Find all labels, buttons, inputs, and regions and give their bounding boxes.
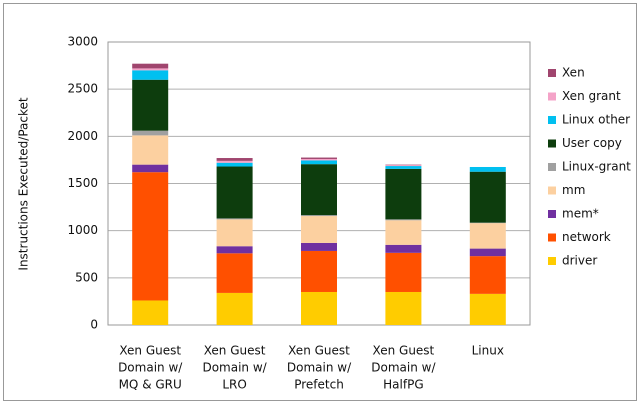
y-tick-label: 0: [90, 318, 98, 332]
bar-segment: [132, 135, 169, 165]
bar-segment: [132, 300, 169, 325]
bar-segment: [469, 171, 506, 223]
bar-segment: [301, 216, 337, 243]
x-tick-label: LRO: [222, 378, 246, 392]
legend-swatch: [548, 139, 556, 148]
x-tick-label: Xen Guest: [373, 344, 435, 358]
x-tick-label: Domain w/: [202, 361, 267, 375]
bar-segment: [132, 70, 169, 80]
bar-segment: [132, 172, 169, 301]
bar-segment: [385, 165, 422, 167]
y-tick-label: 500: [75, 270, 98, 284]
bar-segment: [132, 79, 169, 131]
bar-segment: [216, 219, 253, 247]
bar-segment: [301, 158, 337, 161]
x-tick-label: Domain w/: [287, 361, 352, 375]
legend-label: Xen: [562, 66, 585, 80]
legend-swatch: [548, 257, 556, 265]
x-tick-label: Domain w/: [118, 361, 183, 375]
bar-segment: [469, 166, 506, 172]
legend-label: driver: [562, 254, 597, 268]
bar-segment: [216, 166, 253, 219]
bar-segment: [469, 256, 506, 294]
legend-label: mem*: [562, 207, 599, 221]
bar-segment: [216, 160, 253, 163]
bar-segment: [385, 166, 422, 169]
legend-swatch: [548, 233, 556, 242]
bar-segment: [469, 223, 506, 249]
y-tick-label: 2000: [67, 129, 98, 143]
y-tick-label: 1500: [67, 176, 98, 190]
bar-segment: [385, 291, 422, 325]
bar-segment: [385, 244, 422, 253]
x-tick-label: Xen Guest: [119, 344, 181, 358]
x-tick-label: MQ & GRU: [119, 378, 182, 392]
bar-segment: [216, 292, 253, 325]
legend-label: mm: [562, 183, 585, 197]
y-tick-label: 3000: [67, 35, 98, 49]
bar-segment: [132, 68, 169, 71]
bar-segment: [216, 158, 253, 161]
bar-segment: [216, 162, 253, 167]
bar-segment: [301, 291, 337, 325]
y-axis-label: Instructions Executed/Packet: [17, 97, 31, 270]
x-tick-label: Xen Guest: [204, 344, 266, 358]
x-tick-label: Linux: [472, 344, 504, 358]
bar-segment: [301, 242, 337, 251]
bar-segment: [301, 215, 337, 217]
bar-segment: [216, 218, 253, 220]
bar-segment: [385, 220, 422, 245]
legend-swatch: [548, 116, 556, 124]
bar-segment: [385, 219, 422, 221]
legend-label: network: [562, 230, 611, 244]
x-tick-label: HalfPG: [383, 378, 423, 392]
x-tick-label: Xen Guest: [288, 344, 350, 358]
bar-segment: [216, 253, 253, 293]
bar-segment: [132, 164, 169, 173]
legend-label: Linux-grant: [562, 160, 631, 174]
legend-swatch: [548, 210, 556, 218]
legend-label: Xen grant: [562, 89, 621, 103]
y-tick-label: 1000: [67, 223, 98, 237]
bar-segment: [301, 157, 337, 159]
bar-segment: [132, 130, 169, 136]
x-tick-label: Prefetch: [294, 378, 344, 392]
bar-segment: [132, 63, 169, 69]
bar-segment: [301, 164, 337, 216]
legend-swatch: [548, 163, 556, 171]
bar-segment: [216, 246, 253, 254]
bar-segment: [301, 250, 337, 292]
legend-swatch: [548, 186, 556, 195]
legend-label: User copy: [562, 136, 622, 150]
y-tick-label: 2500: [67, 82, 98, 96]
bar-segment: [385, 252, 422, 292]
legend-swatch: [548, 69, 556, 77]
x-tick-label: Domain w/: [371, 361, 436, 375]
legend-label: Linux other: [562, 113, 630, 127]
bar-segment: [469, 248, 506, 257]
frame: [3, 3, 637, 401]
legend-swatch: [548, 92, 556, 101]
bar-segment: [469, 293, 506, 325]
bar-segment: [301, 160, 337, 165]
bar-segment: [385, 168, 422, 220]
